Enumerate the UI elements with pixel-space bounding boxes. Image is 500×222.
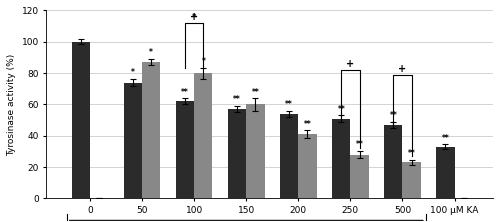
Text: +: + <box>398 64 406 74</box>
Text: **: ** <box>304 120 312 129</box>
Text: **: ** <box>286 100 293 109</box>
Text: **: ** <box>442 134 450 143</box>
Text: **: ** <box>390 111 397 120</box>
Y-axis label: Tyrosinase activity (%): Tyrosinase activity (%) <box>7 53 16 156</box>
Bar <box>228 109 246 198</box>
Bar <box>402 162 420 198</box>
Bar <box>72 42 90 198</box>
Text: +: + <box>190 12 198 22</box>
Text: **: ** <box>408 149 416 159</box>
Text: **: ** <box>234 95 241 104</box>
Text: *: * <box>192 13 196 22</box>
Bar <box>246 104 264 198</box>
Text: **: ** <box>356 140 364 149</box>
Bar <box>298 134 316 198</box>
Bar <box>332 119 350 198</box>
Bar <box>350 155 368 198</box>
Text: **: ** <box>182 88 189 97</box>
Bar <box>280 114 298 198</box>
Bar <box>436 147 454 198</box>
Text: **: ** <box>338 105 345 114</box>
Bar <box>142 62 161 198</box>
Text: *: * <box>202 57 205 66</box>
Bar <box>384 125 402 198</box>
Text: +: + <box>346 59 354 69</box>
Bar <box>176 101 194 198</box>
Bar <box>194 73 212 198</box>
Bar <box>124 83 142 198</box>
Text: **: ** <box>252 88 260 97</box>
Text: *: * <box>150 48 153 57</box>
Text: *: * <box>131 68 135 77</box>
